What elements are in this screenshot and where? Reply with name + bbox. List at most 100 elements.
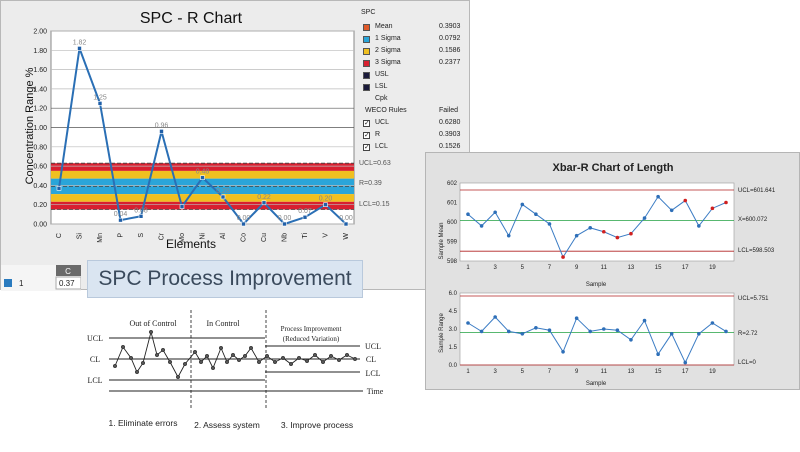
x-tick-label: 9: [575, 265, 579, 271]
wave-point: [224, 359, 230, 365]
wave-point: [336, 357, 342, 363]
data-point: [506, 329, 511, 334]
wave-point: [167, 359, 173, 365]
data-label: 1.25: [93, 94, 107, 101]
sigma-band: [51, 178, 354, 187]
grid-column-header[interactable]: [56, 265, 81, 276]
wave-point: [154, 352, 160, 358]
y-tick-label: 2.00: [33, 29, 47, 36]
x-tick-label: 19: [709, 369, 716, 375]
data-point: [343, 221, 349, 227]
weco-value: 0.1526: [439, 143, 461, 150]
1-sigma-swatch[interactable]: [363, 36, 370, 43]
data-point: [220, 194, 226, 200]
data-point: [534, 212, 538, 216]
left-lcl-label: LCL: [87, 376, 102, 385]
xbar-r-chart-window: Xbar-R Chart of Length Sample Mean Sampl…: [425, 152, 800, 390]
data-point: [56, 185, 62, 191]
mean-label: R=0.39: [359, 180, 382, 187]
wave-point: [352, 356, 358, 362]
legend-item-3-sigma[interactable]: 3 Sigma 0.2377: [361, 59, 465, 69]
legend-item-1-sigma[interactable]: 1 Sigma 0.0792: [361, 35, 465, 45]
x-tick-label: Ti: [302, 233, 309, 239]
data-point: [77, 46, 82, 51]
weco-label: LCL: [375, 143, 388, 150]
ucl-checkbox[interactable]: ✓: [363, 120, 370, 127]
mean-lcl-label: LCL=598.503: [738, 248, 775, 254]
wave-point: [288, 361, 294, 367]
lcl-checkbox[interactable]: ✓: [363, 144, 370, 151]
data-point: [282, 221, 287, 227]
range-center-label: R=2.72: [738, 331, 758, 337]
sigma-band: [51, 201, 354, 210]
legend-item-mean[interactable]: Mean 0.3903: [361, 23, 465, 33]
xbar-chart-title: Xbar-R Chart of Length: [553, 162, 674, 174]
x-tick-label: P: [118, 233, 125, 238]
lsl-swatch[interactable]: [363, 84, 370, 91]
legend-value: 0.0792: [439, 35, 461, 42]
data-point: [601, 327, 606, 331]
spc-r-chart: SPC - R Chart Elements Concentration Ran…: [1, 1, 361, 263]
step-2-label: 2. Assess system: [194, 420, 260, 430]
x-tick-label: 7: [548, 265, 552, 271]
x-tick-label: 15: [655, 265, 662, 271]
wave-point: [230, 352, 236, 358]
weco-header-row: WECO Rules Failed: [361, 107, 465, 117]
wave-point: [218, 345, 224, 351]
y-tick-label: 0.00: [33, 222, 47, 229]
time-label: Time: [367, 387, 384, 396]
r-checkbox[interactable]: ✓: [363, 132, 370, 139]
weco-item-r[interactable]: ✓ R 0.3903: [361, 131, 465, 141]
legend-label: 2 Sigma: [375, 47, 401, 54]
mean-swatch[interactable]: [363, 24, 370, 31]
x-tick-label: Al: [220, 233, 227, 240]
wave-point: [296, 355, 302, 361]
weco-label: UCL: [375, 119, 390, 126]
wave-point: [182, 361, 188, 367]
y-tick-label: 1.5: [449, 345, 458, 351]
usl-swatch[interactable]: [363, 72, 370, 79]
weco-item-lcl[interactable]: ✓ LCL 0.1526: [361, 143, 465, 153]
data-point: [574, 233, 579, 238]
wave-point: [236, 357, 242, 363]
data-point: [588, 329, 593, 334]
data-point: [588, 226, 593, 230]
wave-point: [264, 353, 270, 359]
data-grid-strip: C 1 0.37: [1, 265, 81, 291]
weco-item-ucl[interactable]: ✓ UCL 0.6280: [361, 119, 465, 129]
2-sigma-swatch[interactable]: [363, 48, 370, 55]
wave-point: [148, 329, 154, 335]
x-tick-label: 3: [493, 265, 497, 271]
legend-item-usl[interactable]: USL: [361, 71, 465, 81]
wave-point: [280, 355, 286, 361]
data-label: 0.04: [114, 211, 128, 218]
data-point: [547, 328, 552, 332]
legend-item-2-sigma[interactable]: 2 Sigma 0.1586: [361, 47, 465, 57]
data-label: 0.00: [339, 215, 353, 222]
xbar-r-chart: Xbar-R Chart of Length Sample Mean Sampl…: [439, 162, 776, 387]
wave-point: [112, 363, 118, 369]
data-point: [574, 316, 579, 320]
y-tick-label: 1.40: [33, 86, 47, 93]
data-point: [547, 222, 552, 226]
y-tick-label: 3.0: [449, 327, 458, 333]
y-axis-label: Concentration Range %: [24, 67, 36, 184]
right-cl-label: CL: [366, 355, 376, 364]
lcl-label: LCL=0.15: [359, 201, 390, 208]
section-process-improvement: Process Improvement: [281, 325, 342, 333]
x-tick-label: V: [323, 233, 330, 238]
data-label: 0.20: [319, 196, 333, 203]
data-point: [261, 200, 267, 206]
data-point: [179, 204, 185, 209]
data-label: 0.08: [134, 207, 148, 214]
y-tick-label: 0.40: [33, 183, 47, 190]
3-sigma-swatch[interactable]: [363, 60, 370, 67]
grid-row-number: 1: [19, 279, 24, 288]
data-point: [615, 328, 620, 332]
legend-item-lsl[interactable]: LSL: [361, 83, 465, 93]
wave-point: [204, 353, 210, 359]
data-point: [629, 338, 633, 342]
grid-cell[interactable]: [55, 276, 81, 290]
x-tick-label: 15: [655, 369, 662, 375]
